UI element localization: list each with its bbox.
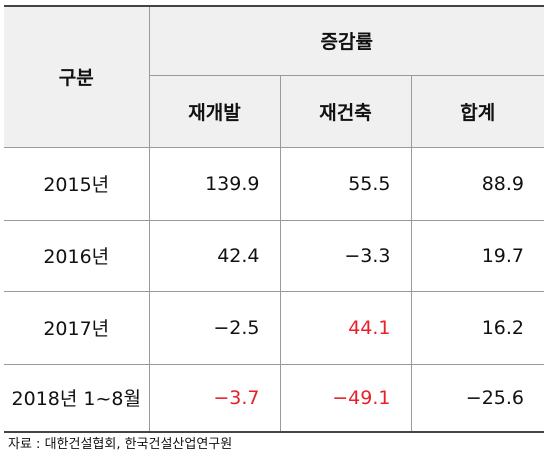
row-label: 2016년 bbox=[4, 220, 149, 292]
cell-value: 88.9 bbox=[410, 147, 545, 221]
cell-value-highlight: −3.7 bbox=[148, 364, 280, 433]
table-row: 2016년 42.4 −3.3 19.7 bbox=[4, 220, 545, 292]
source-note: 자료 : 대한건설협회, 한국건설산업연구원 bbox=[8, 437, 233, 452]
table-row: 2017년 −2.5 44.1 16.2 bbox=[4, 291, 545, 365]
data-table: 구분 증감률 재개발 재건축 합계 2015년 139.9 55.5 88.9 … bbox=[4, 5, 545, 433]
header-col-reconstruction: 재건축 bbox=[279, 75, 411, 148]
row-label: 2018년 1~8월 bbox=[4, 364, 149, 433]
cell-value: −3.3 bbox=[279, 220, 411, 292]
table-row: 2015년 139.9 55.5 88.9 bbox=[4, 147, 545, 221]
table-row: 2018년 1~8월 −3.7 −49.1 −25.6 bbox=[4, 364, 545, 433]
cell-value-highlight: 44.1 bbox=[279, 291, 411, 365]
header-category: 구분 bbox=[4, 5, 149, 148]
header-col-redevelopment: 재개발 bbox=[148, 75, 280, 148]
row-label: 2017년 bbox=[4, 291, 149, 365]
cell-value: 139.9 bbox=[148, 147, 280, 221]
header-group: 증감률 bbox=[148, 5, 545, 76]
header-col-total: 합계 bbox=[410, 75, 545, 148]
row-label: 2015년 bbox=[4, 147, 149, 221]
cell-value: 42.4 bbox=[148, 220, 280, 292]
cell-value-highlight: −49.1 bbox=[279, 364, 411, 433]
cell-value: −2.5 bbox=[148, 291, 280, 365]
cell-value: 55.5 bbox=[279, 147, 411, 221]
cell-value: 16.2 bbox=[410, 291, 545, 365]
cell-value: 19.7 bbox=[410, 220, 545, 292]
cell-value: −25.6 bbox=[410, 364, 545, 433]
